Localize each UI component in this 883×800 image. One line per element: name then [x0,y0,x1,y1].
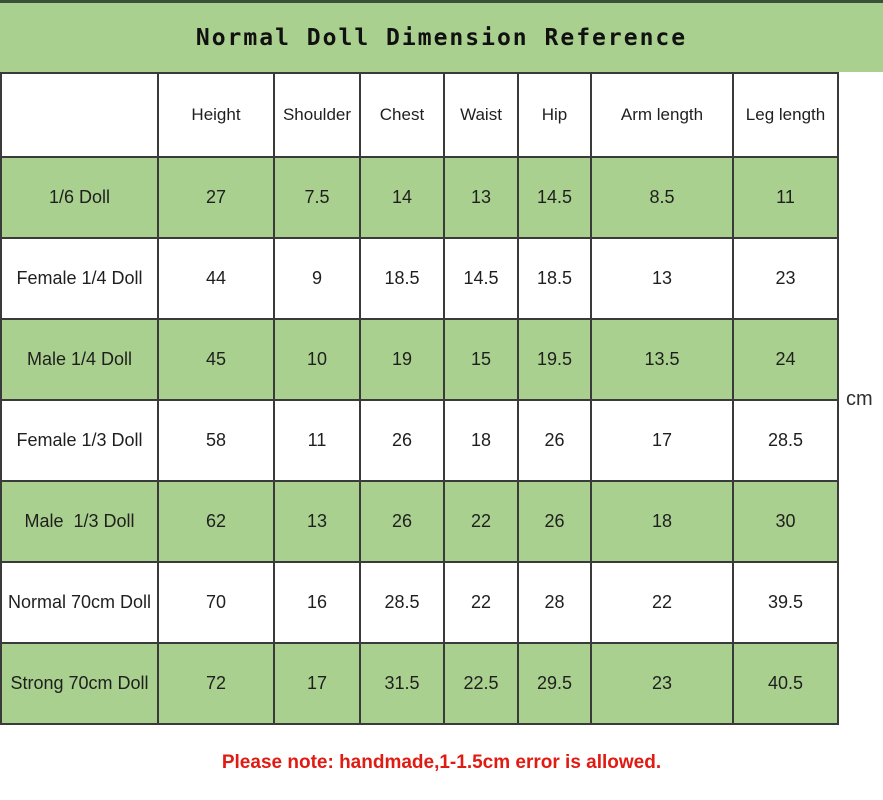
table-cell: 29.5 [517,642,592,725]
table-row: Strong 70cm Doll 72 17 31.5 22.5 29.5 23… [0,642,839,725]
table-row: Normal 70cm Doll 70 16 28.5 22 28 22 39.… [0,561,839,644]
table-cell: 13.5 [590,318,734,401]
table-cell: 39.5 [732,561,839,644]
row-label-cell: Strong 70cm Doll [0,642,159,725]
column-header-arm-length: Arm length [590,72,734,158]
column-header-shoulder: Shoulder [273,72,361,158]
column-header-hip: Hip [517,72,592,158]
table-cell: 14.5 [517,156,592,239]
table-cell: 40.5 [732,642,839,725]
table-cell: 22 [590,561,734,644]
row-label-cell: Male 1/3 Doll [0,480,159,563]
table-cell: 22 [443,480,519,563]
table-cell: 26 [517,480,592,563]
row-label-cell: 1/6 Doll [0,156,159,239]
table-cell: 16 [273,561,361,644]
table-cell: 31.5 [359,642,445,725]
table-cell: 18 [443,399,519,482]
table-cell: 28.5 [732,399,839,482]
table-cell: 13 [443,156,519,239]
header-row: Height Shoulder Chest Waist Hip Arm leng… [0,72,839,158]
table-cell: 26 [359,399,445,482]
table-cell: 26 [359,480,445,563]
table-cell: 58 [157,399,275,482]
row-label-cell: Female 1/3 Doll [0,399,159,482]
table-row: Male 1/3 Doll 62 13 26 22 26 18 30 [0,480,839,563]
table-cell: 10 [273,318,361,401]
table-cell: 11 [273,399,361,482]
table-row: Female 1/4 Doll 44 9 18.5 14.5 18.5 13 2… [0,237,839,320]
table-cell: 18 [590,480,734,563]
column-header-leg-length: Leg length [732,72,839,158]
table-cell: 17 [273,642,361,725]
row-label-cell: Normal 70cm Doll [0,561,159,644]
table-cell: 70 [157,561,275,644]
table-cell: 23 [732,237,839,320]
column-header-blank [0,72,159,158]
table-cell: 22.5 [443,642,519,725]
unit-label: cm [846,388,873,410]
table-cell: 9 [273,237,361,320]
table-cell: 23 [590,642,734,725]
table-cell: 27 [157,156,275,239]
table-cell: 26 [517,399,592,482]
note-text: Please note: handmade,1-1.5cm error is a… [221,752,662,773]
table-row: Male 1/4 Doll 45 10 19 15 19.5 13.5 24 [0,318,839,401]
column-header-waist: Waist [443,72,519,158]
table-cell: 13 [590,237,734,320]
table-cell: 14.5 [443,237,519,320]
table-cell: 24 [732,318,839,401]
row-label-cell: Male 1/4 Doll [0,318,159,401]
table-cell: 8.5 [590,156,734,239]
page-title: Normal Doll Dimension Reference [195,24,688,51]
table-cell: 15 [443,318,519,401]
table-cell: 45 [157,318,275,401]
table-cell: 17 [590,399,734,482]
table-cell: 62 [157,480,275,563]
table-cell: 14 [359,156,445,239]
table-cell: 28 [517,561,592,644]
table-cell: 22 [443,561,519,644]
row-label-cell: Female 1/4 Doll [0,237,159,320]
table-cell: 72 [157,642,275,725]
table-cell: 44 [157,237,275,320]
table-cell: 18.5 [517,237,592,320]
table-cell: 11 [732,156,839,239]
table-cell: 13 [273,480,361,563]
table-cell: 7.5 [273,156,361,239]
table-cell: 19.5 [517,318,592,401]
table-row: 1/6 Doll 27 7.5 14 13 14.5 8.5 11 [0,156,839,239]
table-cell: 30 [732,480,839,563]
dimension-table: Height Shoulder Chest Waist Hip Arm leng… [0,72,839,725]
table-row: Female 1/3 Doll 58 11 26 18 26 17 28.5 [0,399,839,482]
title-band: Normal Doll Dimension Reference [0,0,883,72]
table-cell: 28.5 [359,561,445,644]
column-header-chest: Chest [359,72,445,158]
table-cell: 18.5 [359,237,445,320]
column-header-height: Height [157,72,275,158]
table-cell: 19 [359,318,445,401]
